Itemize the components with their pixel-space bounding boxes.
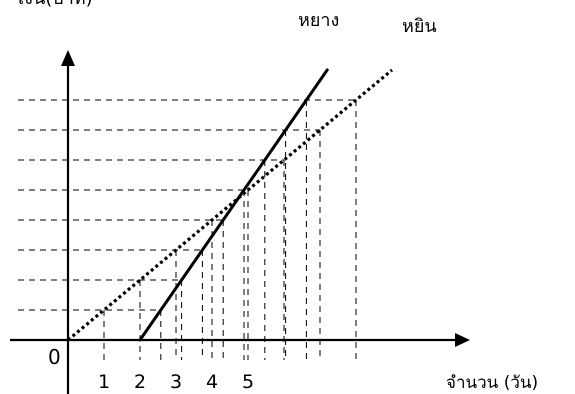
x-tick-label: 3 bbox=[170, 371, 182, 393]
ticks-layer: 1 2 3 4 5 bbox=[98, 371, 254, 393]
series-line-yin bbox=[66, 68, 394, 342]
x-axis-arrow-icon bbox=[455, 333, 470, 347]
axes-layer bbox=[10, 50, 470, 394]
x-tick-label: 4 bbox=[206, 371, 218, 393]
series-label-yin: หยิน bbox=[402, 16, 437, 37]
x-axis-label: จำนวน (วัน) bbox=[446, 373, 538, 393]
x-tick-label: 1 bbox=[98, 371, 110, 393]
series-layer bbox=[66, 68, 394, 342]
x-tick-label: 5 bbox=[242, 371, 254, 393]
x-tick-label: 2 bbox=[134, 371, 146, 393]
series-line-yang bbox=[138, 68, 329, 342]
origin-label: 0 bbox=[48, 345, 61, 369]
grid-layer bbox=[18, 99, 357, 360]
series-label-yang: หยาง bbox=[298, 10, 339, 31]
y-axis-arrow-icon bbox=[61, 50, 75, 66]
y-axis-label: เงิน(บาท) bbox=[18, 0, 93, 9]
